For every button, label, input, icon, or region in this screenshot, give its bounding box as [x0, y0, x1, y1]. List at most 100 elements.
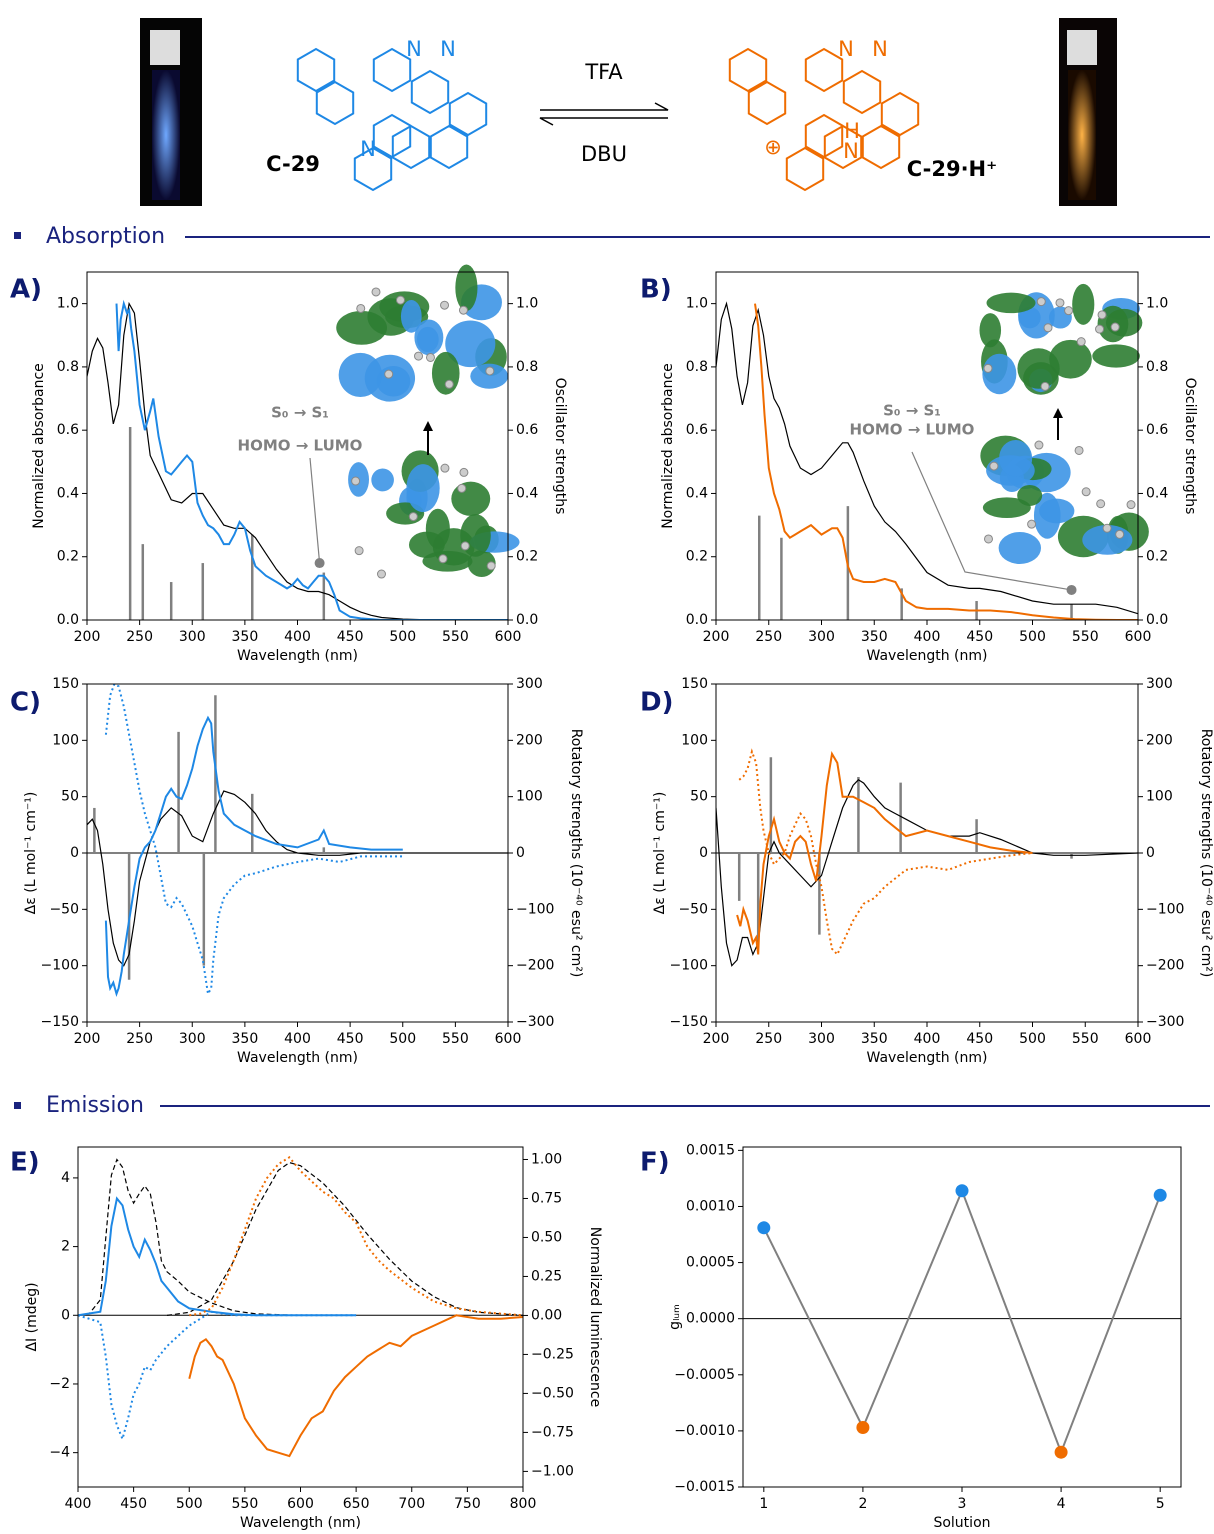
y-tick-label: 150	[681, 676, 708, 692]
annotation-leader	[911, 451, 1072, 591]
y2-tick-label: 1.0	[1146, 296, 1168, 312]
x-tick-label: 200	[74, 629, 101, 645]
atom-sphere	[396, 295, 406, 305]
y-axis-label: Δε (L mol⁻¹ cm⁻¹)	[23, 792, 39, 915]
y2-tick-label: 0	[1146, 845, 1155, 861]
y2-tick-label: −0.50	[531, 1385, 574, 1401]
x-tick-label: 550	[442, 1031, 469, 1047]
molecule-ring	[372, 47, 412, 93]
orbital-lobe	[1033, 492, 1061, 539]
x-tick-label: 350	[861, 629, 888, 645]
x-tick-label: 600	[1125, 1031, 1152, 1047]
plot-frame	[742, 1146, 1182, 1488]
chart-panel: 200 250 300 350 400 450 500 550 6000.00.20.40.60…	[640, 271, 1198, 664]
atom-sphere	[983, 534, 993, 544]
orbital-lobe	[371, 468, 394, 492]
chart-panel: 200 250 300 350 400 450 500 550 600−150−100−5005…	[10, 676, 584, 1066]
atom-sphere	[1102, 523, 1112, 533]
data-point	[1054, 1445, 1068, 1459]
y-tick-label: 0.6	[57, 422, 79, 438]
x-axis-label: Wavelength (nm)	[867, 1050, 988, 1066]
y-tick-label: 2	[61, 1239, 70, 1255]
molecule-ring	[747, 80, 787, 126]
section-title: Absorption	[46, 224, 165, 249]
y2-axis-label: Oscillator strengths	[552, 378, 568, 515]
y-tick-label: 0.0	[57, 612, 79, 628]
photo-glow	[1068, 70, 1096, 200]
x-tick-label: 450	[337, 629, 364, 645]
y2-tick-label: 0	[516, 845, 525, 861]
x-tick-label: 700	[398, 1496, 425, 1512]
panel-label: C)	[10, 688, 41, 718]
backward-arrow	[539, 117, 668, 126]
atom-sphere	[1095, 324, 1105, 334]
atom: N	[406, 37, 422, 61]
x-tick-label: 550	[442, 629, 469, 645]
annotation-text: HOMO → LUMO	[850, 421, 975, 439]
y2-tick-label: 300	[516, 676, 543, 692]
y2-tick-label: −200	[516, 958, 554, 974]
atom-sphere	[425, 352, 435, 362]
y-tick-label: 0.6	[686, 422, 708, 438]
y-tick-label: 1.0	[686, 296, 708, 312]
y-tick-label: −150	[41, 1014, 79, 1030]
x-tick-label: 350	[861, 1031, 888, 1047]
y2-tick-label: 0.25	[531, 1268, 562, 1284]
orbital-lobe	[455, 264, 478, 311]
plot-frame	[86, 271, 509, 621]
data-line	[716, 301, 1138, 615]
y2-tick-label: 1.00	[531, 1151, 562, 1167]
data-line	[87, 301, 508, 620]
molecule-ring	[448, 91, 488, 137]
panel-label: F)	[640, 1148, 670, 1178]
y-tick-label: 0.2	[686, 549, 708, 565]
y-tick-label: −0.0015	[674, 1479, 735, 1495]
atom-sphere	[356, 303, 366, 313]
x-tick-label: 750	[454, 1496, 481, 1512]
atom-sphere	[460, 541, 470, 551]
x-tick-label: 400	[914, 629, 941, 645]
y-tick-label: 100	[52, 732, 79, 748]
orbital-lobe	[998, 532, 1042, 564]
atom-sphere	[1074, 445, 1084, 455]
orbital-lobe	[425, 508, 450, 549]
chart-panel: 400 450 500 550 600 650 700 750 800 −4 −2 0 2 4 −1.00 −…	[10, 1146, 603, 1531]
y2-axis-label: Normalized luminescence	[587, 1227, 603, 1407]
y2-tick-label: 0.00	[531, 1307, 562, 1323]
y-tick-label: 0	[61, 1307, 70, 1323]
equilibrium-arrows	[539, 102, 669, 126]
orbital-lobe	[431, 351, 460, 395]
chart-panel: 1 2 3 4 5 −0.0015 −0.0010 −0.0005 0.0000 0.0005 0.…	[640, 1142, 1182, 1531]
x-tick-label: 200	[703, 629, 730, 645]
x-tick-label: 300	[808, 1031, 835, 1047]
x-tick-label: 250	[126, 629, 153, 645]
x-tick-label: 5	[1156, 1496, 1165, 1512]
x-tick-label: 550	[1072, 1031, 1099, 1047]
x-tick-label: 2	[858, 1496, 867, 1512]
y2-tick-label: 300	[1146, 676, 1173, 692]
orbital-lobe	[982, 353, 1017, 395]
molecule-ring	[861, 124, 901, 170]
atom-sphere	[376, 569, 386, 579]
data-line	[754, 303, 1138, 620]
y2-tick-label: 0.2	[516, 549, 538, 565]
atom-sphere	[1081, 487, 1091, 497]
x-tick-label: 300	[179, 629, 206, 645]
y2-tick-label: 200	[1146, 732, 1173, 748]
y2-tick-label: 200	[516, 732, 543, 748]
x-axis-label: Wavelength (nm)	[237, 1050, 358, 1066]
atom-sphere	[1055, 298, 1065, 308]
orbital-lobe	[999, 439, 1033, 477]
annotation-text: S₀ → S₁	[271, 404, 329, 422]
x-tick-label: 350	[232, 629, 259, 645]
y-tick-label: −4	[49, 1445, 70, 1461]
x-tick-label: 500	[176, 1496, 203, 1512]
data-line	[188, 1314, 523, 1458]
y2-axis-label: Oscillator strengths	[1182, 378, 1198, 515]
y-tick-label: −50	[678, 901, 708, 917]
data-point	[856, 1421, 870, 1435]
forward-arrow	[540, 102, 669, 111]
y2-tick-label: −100	[516, 901, 554, 917]
atom-sphere	[1126, 500, 1136, 510]
y2-axis-label: Rotatory strengths (10⁻⁴⁰ esu² cm²)	[568, 729, 584, 978]
